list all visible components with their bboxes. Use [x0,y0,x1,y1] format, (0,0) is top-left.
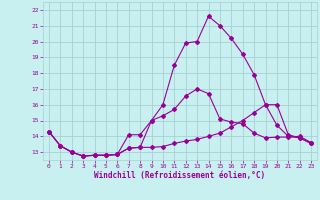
X-axis label: Windchill (Refroidissement éolien,°C): Windchill (Refroidissement éolien,°C) [94,171,266,180]
